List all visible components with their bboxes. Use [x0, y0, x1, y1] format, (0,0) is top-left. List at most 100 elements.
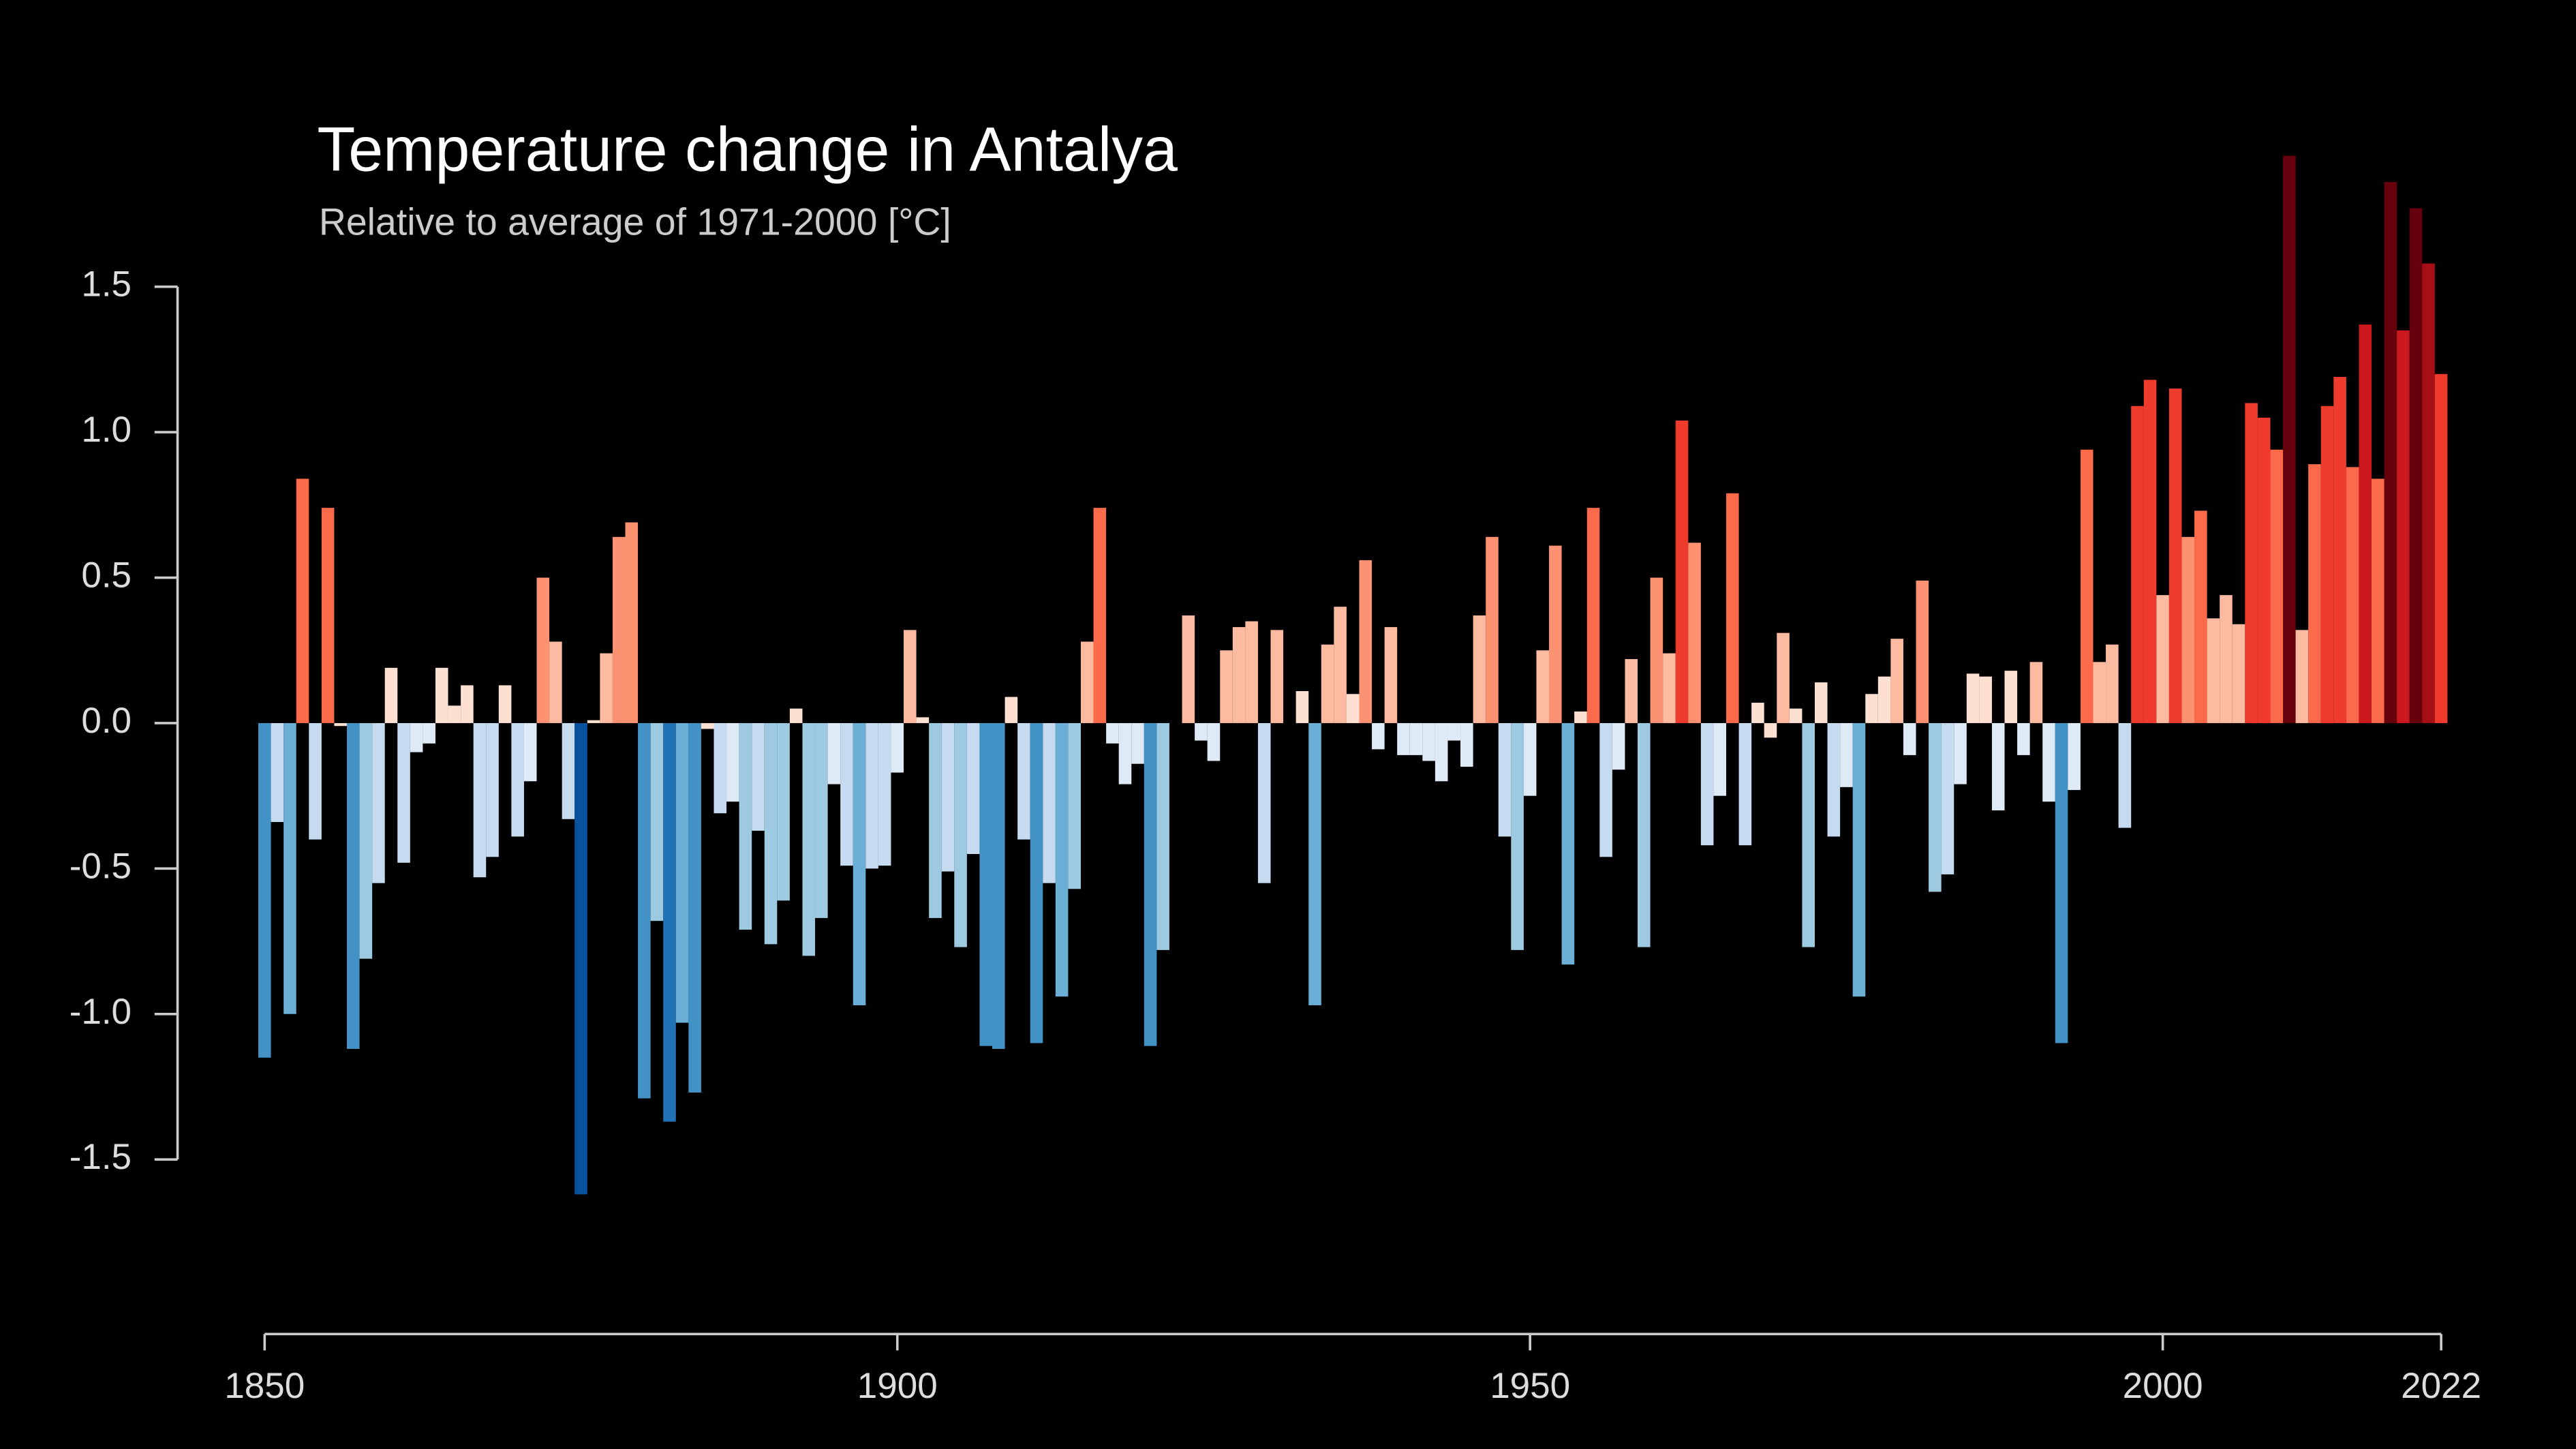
bar: [296, 478, 309, 723]
bar: [1536, 650, 1550, 723]
bar: [1295, 690, 1309, 723]
bar: [1055, 722, 1069, 997]
bar: [827, 722, 841, 784]
bar: [1612, 722, 1625, 770]
bar: [600, 653, 613, 723]
bar: [498, 685, 512, 723]
bar: [701, 722, 714, 729]
bar: [1182, 615, 1195, 723]
bar: [2245, 403, 2258, 723]
bar: [1814, 682, 1828, 723]
bar: [815, 722, 828, 918]
bar: [562, 722, 575, 819]
bar: [1156, 722, 1169, 950]
bar: [1777, 632, 1790, 723]
y-tick-label: -0.5: [70, 846, 132, 886]
bar: [650, 722, 664, 921]
bar: [954, 722, 967, 947]
bar: [789, 708, 803, 723]
bar: [2168, 388, 2182, 723]
x-tick-label: 1950: [1490, 1366, 1570, 1406]
bar: [2320, 406, 2334, 723]
bar: [714, 722, 727, 814]
bar: [1852, 722, 1866, 997]
bar: [2143, 380, 2157, 723]
bar: [1638, 722, 1651, 947]
bar: [334, 722, 347, 727]
bar: [423, 722, 435, 744]
bar: [2042, 722, 2055, 802]
bar: [1409, 722, 1423, 755]
bar: [878, 722, 891, 866]
bar: [309, 722, 322, 840]
bar: [1840, 722, 1853, 787]
bar: [1802, 722, 1815, 947]
bar: [865, 722, 878, 869]
bar: [1080, 641, 1094, 723]
bar: [1232, 627, 1246, 723]
bar: [2232, 624, 2245, 723]
bar: [1586, 508, 1600, 723]
bar: [1460, 722, 1473, 767]
bar: [384, 667, 398, 723]
bar: [2131, 406, 2144, 723]
bar: [2080, 449, 2094, 723]
x-tick-label: 1850: [224, 1366, 305, 1406]
bar: [929, 722, 942, 918]
y-tick-label: 0.0: [81, 701, 132, 741]
bar: [638, 722, 651, 1099]
bar: [1106, 722, 1119, 744]
y-tick-label: -1.0: [70, 992, 132, 1032]
bar: [2384, 182, 2397, 723]
bar: [448, 705, 461, 723]
bar: [752, 722, 765, 831]
bar: [2257, 417, 2271, 723]
bar: [979, 722, 993, 1046]
bar: [271, 722, 284, 823]
bar: [1865, 694, 1878, 723]
bar: [1447, 722, 1461, 741]
bar: [2029, 662, 2043, 723]
x-tick-label: 2000: [2123, 1366, 2203, 1406]
bar: [1118, 722, 1132, 784]
bar: [2283, 155, 2296, 723]
bar: [258, 722, 271, 1058]
bar: [1346, 694, 1360, 723]
bar: [2118, 722, 2132, 828]
bar: [2220, 595, 2233, 723]
bar: [2308, 464, 2321, 723]
bar: [1877, 676, 1891, 723]
bar: [739, 722, 752, 930]
bar: [2156, 595, 2169, 723]
x-tick-label: 1900: [857, 1366, 938, 1406]
bar: [2434, 373, 2448, 723]
bar: [1663, 653, 1676, 723]
bar: [777, 722, 790, 901]
bar: [1195, 722, 1208, 741]
bar: [2093, 662, 2106, 723]
bar: [1941, 722, 1954, 874]
bar: [435, 667, 448, 723]
bar: [1131, 722, 1144, 764]
bar: [2333, 377, 2346, 723]
bar: [1688, 543, 1701, 723]
bar: [1764, 722, 1777, 738]
bar: [992, 722, 1005, 1049]
bar: [486, 722, 499, 857]
bar: [359, 722, 373, 959]
bar: [1257, 722, 1271, 883]
bar: [1422, 722, 1435, 761]
x-tick-label: 2022: [2401, 1366, 2481, 1406]
bar: [764, 722, 778, 945]
bar: [2017, 722, 2030, 755]
bar: [1751, 703, 1764, 723]
y-tick-label: 0.5: [81, 555, 132, 596]
bar: [840, 722, 853, 866]
bar: [1511, 722, 1524, 950]
bar: [346, 722, 360, 1049]
bar: [1675, 421, 1689, 723]
bar: [1599, 722, 1612, 857]
bar: [1700, 722, 1714, 846]
bar: [1093, 508, 1107, 723]
